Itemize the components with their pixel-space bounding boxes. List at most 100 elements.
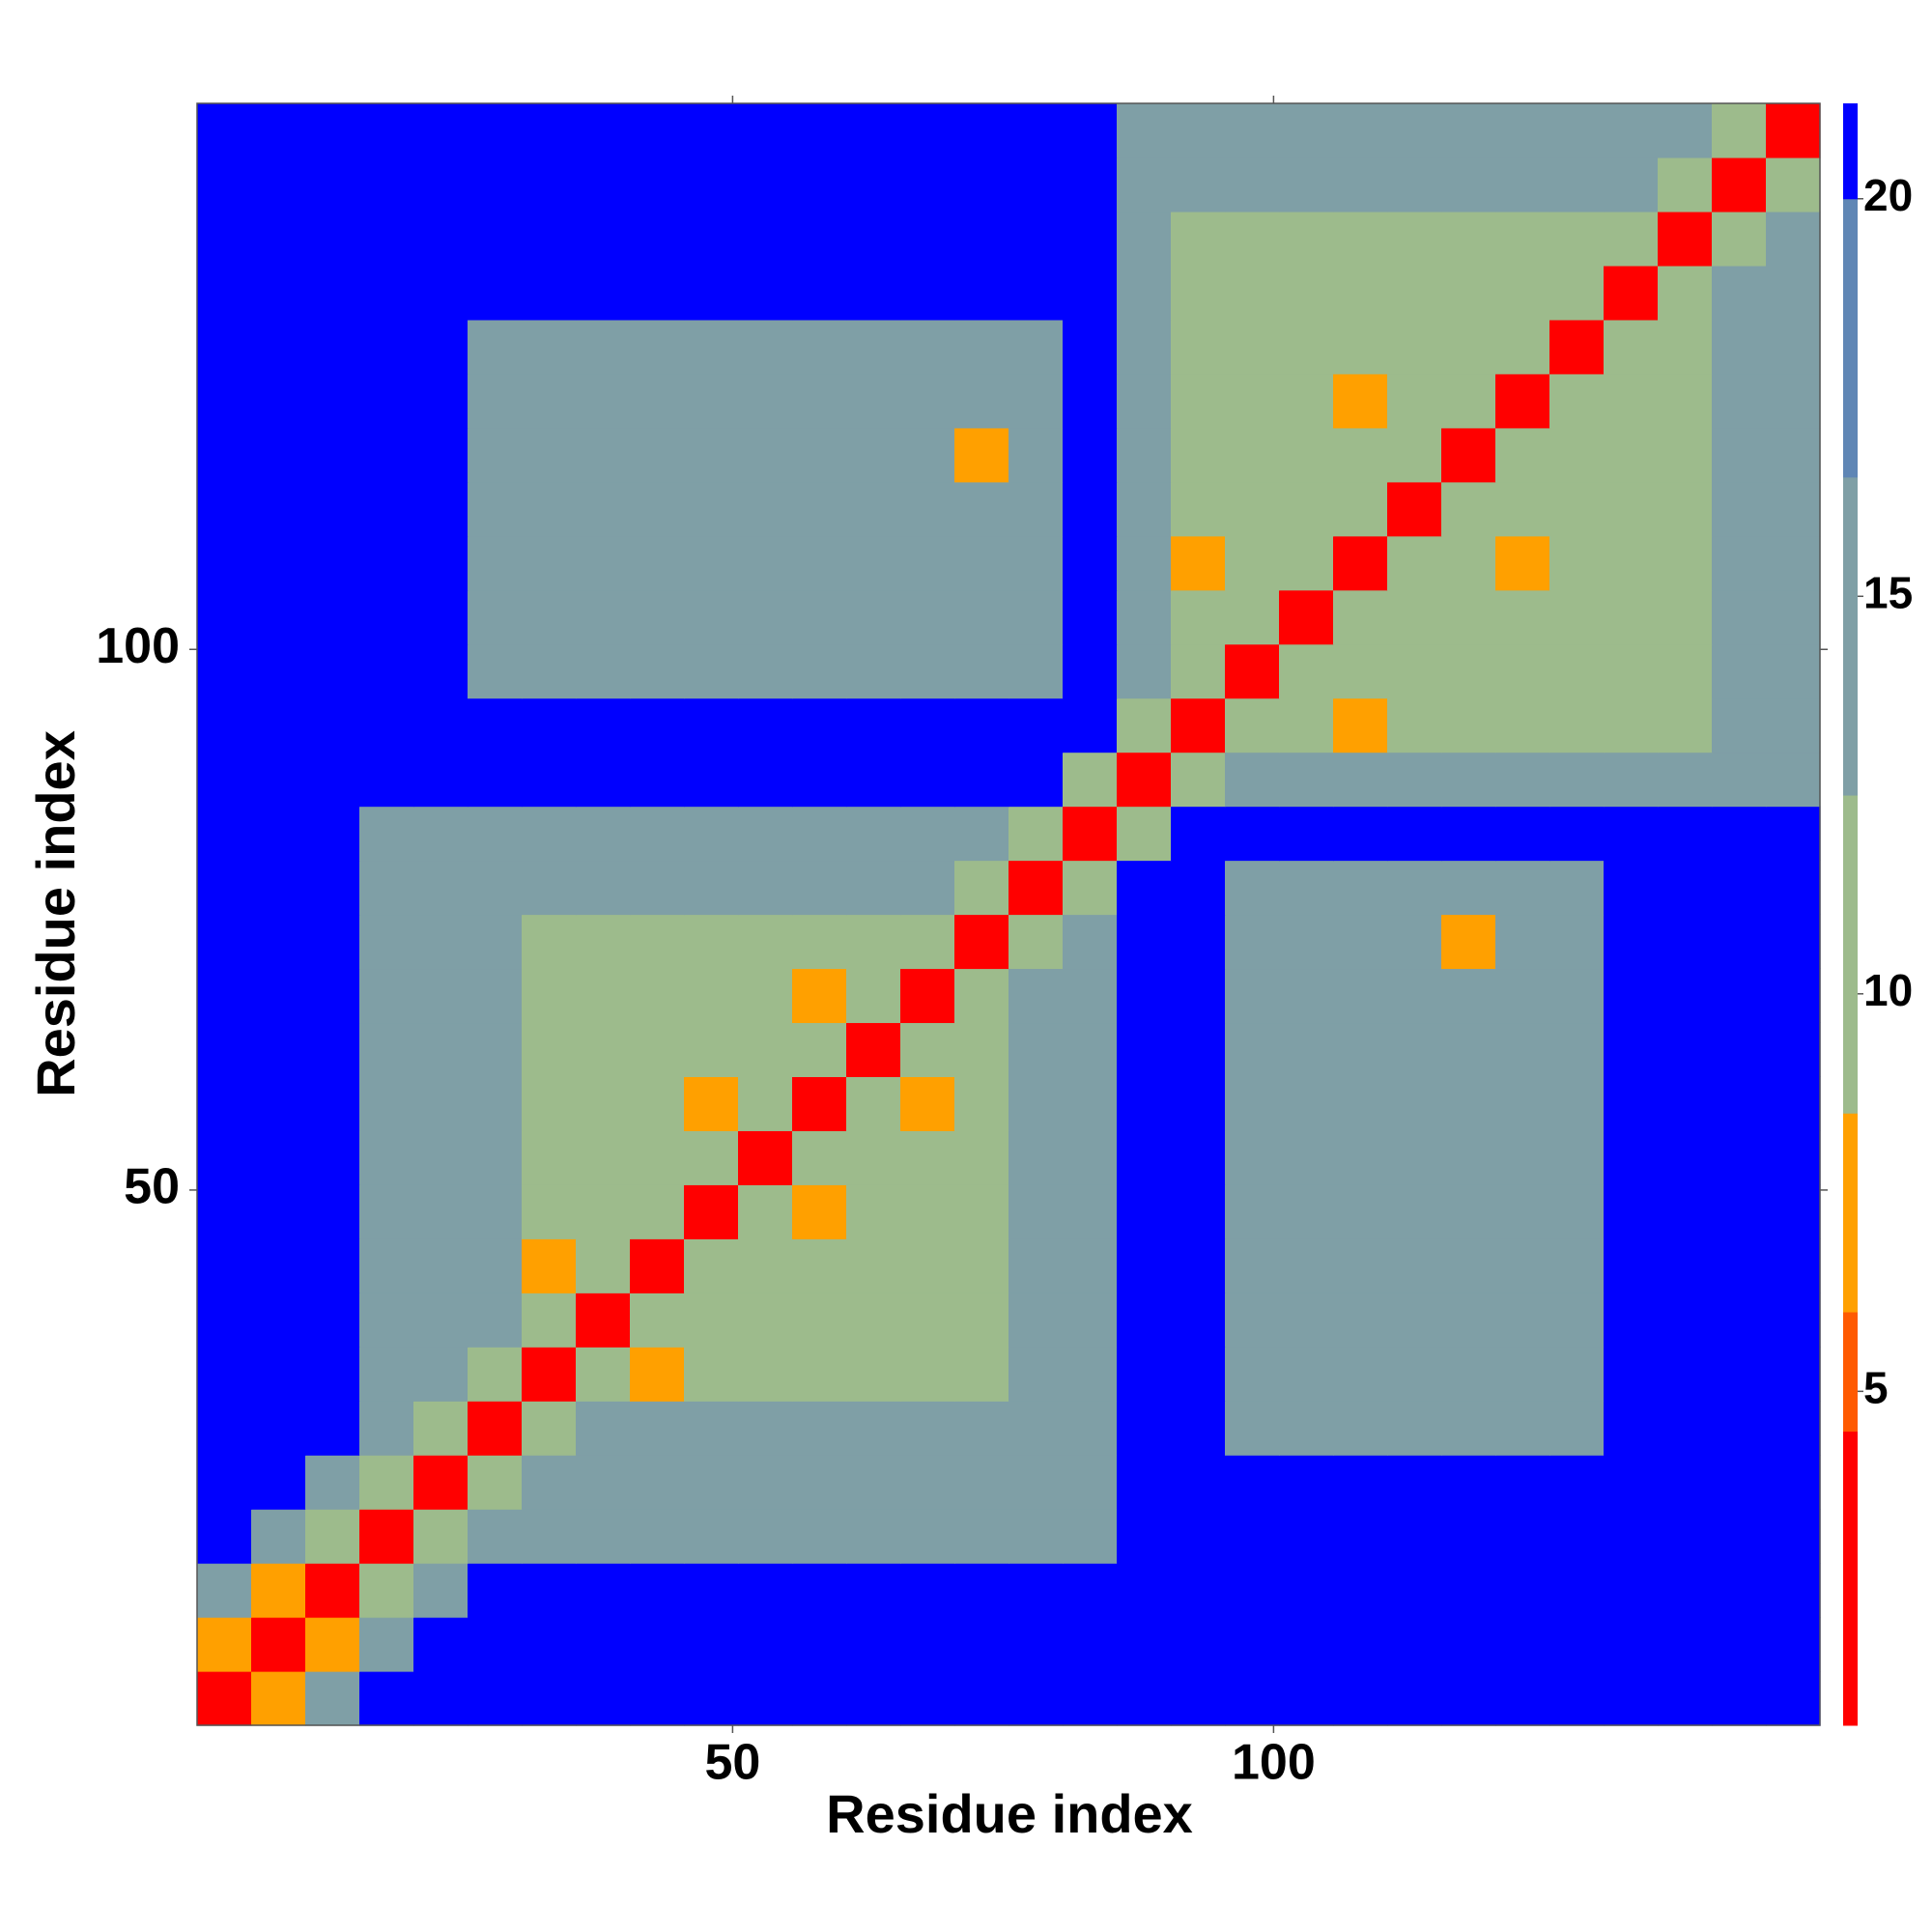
heatmap-cell: [305, 1509, 360, 1564]
heatmap-cell: [1549, 1455, 1605, 1510]
heatmap-cell: [251, 535, 306, 591]
heatmap-cell: [1604, 1509, 1659, 1564]
heatmap-cell: [468, 589, 523, 645]
heatmap-cell: [1117, 643, 1172, 699]
heatmap-cell: [738, 481, 793, 537]
heatmap-cell: [1712, 1076, 1767, 1131]
heatmap-cell: [1117, 427, 1172, 483]
heatmap-cell: [1495, 1401, 1550, 1456]
heatmap-cell: [846, 103, 901, 158]
heatmap-cell: [1009, 643, 1064, 699]
heatmap-cell: [1549, 265, 1605, 321]
heatmap-cell: [1495, 156, 1550, 213]
heatmap-cell: [1171, 427, 1226, 483]
colorbar-band: [1843, 795, 1858, 1114]
heatmap-cell: [413, 1076, 469, 1131]
heatmap-cell: [792, 373, 847, 429]
heatmap-cell: [846, 1455, 901, 1510]
heatmap-cell: [1658, 319, 1713, 375]
heatmap-cell: [413, 481, 469, 537]
heatmap-cell: [792, 914, 847, 970]
heatmap-cell: [1009, 1563, 1064, 1618]
heatmap-cell: [846, 860, 901, 916]
heatmap-cell: [900, 1563, 955, 1618]
heatmap-cell: [1549, 1401, 1605, 1456]
heatmap-cell: [630, 914, 685, 970]
heatmap-cell: [413, 1184, 469, 1239]
heatmap-cell: [522, 1563, 577, 1618]
heatmap-cell: [1712, 589, 1767, 645]
heatmap-cell: [1387, 1671, 1442, 1726]
heatmap-cell: [1279, 914, 1334, 970]
heatmap-cell: [1441, 806, 1496, 862]
heatmap-cell: [1225, 1563, 1280, 1618]
heatmap-cell: [900, 373, 955, 429]
heatmap-cell: [900, 265, 955, 321]
heatmap-cell: [1604, 1238, 1659, 1293]
heatmap-cell: [1766, 265, 1821, 321]
heatmap-cell: [522, 427, 577, 483]
heatmap-cell: [305, 806, 360, 862]
heatmap-cell: [1333, 1130, 1388, 1185]
heatmap-cell: [684, 103, 739, 158]
heatmap-cell: [1171, 1671, 1226, 1726]
heatmap-cell: [1441, 1184, 1496, 1239]
heatmap-cell: [251, 697, 306, 753]
heatmap-cell: [630, 1238, 685, 1293]
heatmap-cell: [900, 1617, 955, 1672]
heatmap-cell: [359, 427, 414, 483]
heatmap-cell: [1279, 1184, 1334, 1239]
heatmap-cell: [954, 535, 1009, 591]
heatmap-cell: [900, 1022, 955, 1077]
heatmap-cell: [738, 211, 793, 267]
heatmap-cell: [251, 1293, 306, 1348]
heatmap-cell: [1712, 373, 1767, 429]
heatmap-cell: [1171, 643, 1226, 699]
heatmap-cell: [1063, 914, 1118, 970]
heatmap-cell: [630, 1130, 685, 1185]
heatmap-cell: [630, 1347, 685, 1402]
heatmap-cell: [1712, 1238, 1767, 1293]
heatmap-cell: [684, 1130, 739, 1185]
heatmap-cell: [197, 156, 252, 213]
heatmap-cell: [1549, 1076, 1605, 1131]
heatmap-cell: [359, 1671, 414, 1726]
heatmap-cell: [522, 211, 577, 267]
heatmap-cell: [1766, 914, 1821, 970]
heatmap-cell: [1549, 589, 1605, 645]
heatmap-cell: [522, 1238, 577, 1293]
heatmap-cell: [1063, 1022, 1118, 1077]
x-tick-label: 100: [1232, 1735, 1316, 1791]
heatmap-cell: [1495, 697, 1550, 753]
x-axis-title: Residue index: [826, 1783, 1193, 1844]
heatmap-cell: [1495, 1130, 1550, 1185]
heatmap-cell: [1658, 914, 1713, 970]
heatmap-cell: [1766, 1671, 1821, 1726]
heatmap-cell: [468, 103, 523, 158]
heatmap-cell: [1766, 1401, 1821, 1456]
heatmap-cell: [1766, 1293, 1821, 1348]
heatmap-cell: [1387, 1347, 1442, 1402]
heatmap-cell: [1387, 1022, 1442, 1077]
heatmap-cell: [468, 211, 523, 267]
heatmap-cell: [900, 643, 955, 699]
heatmap-cell: [305, 697, 360, 753]
heatmap-cell: [413, 427, 469, 483]
heatmap-cell: [413, 806, 469, 862]
heatmap-cell: [522, 1076, 577, 1131]
heatmap-cell: [1225, 643, 1280, 699]
heatmap-cell: [1225, 1130, 1280, 1185]
heatmap-cell: [197, 806, 252, 862]
heatmap-cell: [792, 1184, 847, 1239]
heatmap-cell: [1549, 1509, 1605, 1564]
heatmap-cell: [359, 1563, 414, 1618]
heatmap-cell: [468, 427, 523, 483]
heatmap-cell: [954, 1076, 1009, 1131]
heatmap-cell: [1171, 860, 1226, 916]
heatmap-cell: [900, 1455, 955, 1510]
colorbar-tick-label: 5: [1863, 1362, 1889, 1412]
heatmap-cell: [1658, 1130, 1713, 1185]
heatmap-cell: [413, 1130, 469, 1185]
heatmap-cell: [576, 156, 631, 213]
